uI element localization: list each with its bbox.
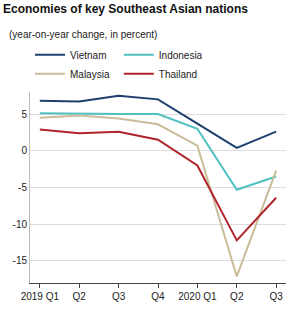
svg-text:-5: -5 bbox=[18, 182, 27, 193]
svg-text:2019 Q1: 2019 Q1 bbox=[21, 291, 60, 302]
svg-text:Q2: Q2 bbox=[230, 291, 244, 302]
svg-text:(year-on-year change, in perce: (year-on-year change, in percent) bbox=[9, 29, 157, 40]
svg-text:Thailand: Thailand bbox=[159, 69, 197, 80]
svg-text:Q3: Q3 bbox=[112, 291, 126, 302]
svg-text:5: 5 bbox=[21, 109, 27, 120]
svg-text:Q4: Q4 bbox=[151, 291, 165, 302]
svg-text:Economies of key Southeast Asi: Economies of key Southeast Asian nations bbox=[3, 2, 248, 16]
svg-text:Malaysia: Malaysia bbox=[70, 69, 110, 80]
svg-text:Vietnam: Vietnam bbox=[70, 50, 107, 61]
svg-text:-10: -10 bbox=[13, 219, 28, 230]
svg-text:Indonesia: Indonesia bbox=[159, 50, 203, 61]
svg-text:2020 Q1: 2020 Q1 bbox=[178, 291, 217, 302]
svg-text:-15: -15 bbox=[13, 255, 28, 266]
svg-text:Q3: Q3 bbox=[269, 291, 283, 302]
svg-text:Q2: Q2 bbox=[73, 291, 87, 302]
svg-text:0: 0 bbox=[21, 145, 27, 156]
